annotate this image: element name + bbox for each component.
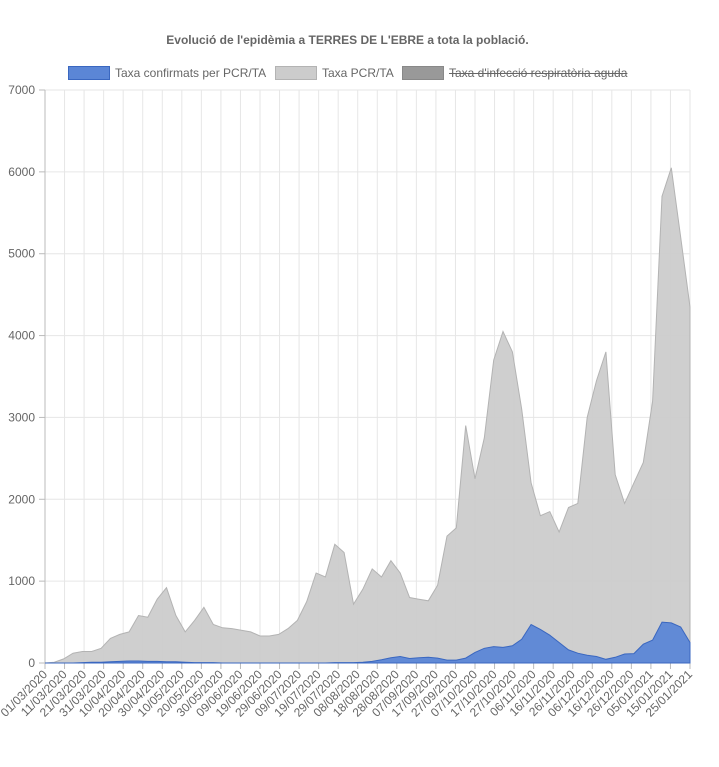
series-area-0 xyxy=(45,621,691,664)
y-tick-label: 2000 xyxy=(8,492,35,506)
legend-swatch-confirmats xyxy=(68,66,110,80)
legend-swatch-pcr-ta xyxy=(275,66,317,80)
y-tick-label: 6000 xyxy=(8,165,35,179)
y-tick-label: 1000 xyxy=(8,574,35,588)
y-tick-label: 0 xyxy=(28,656,35,670)
y-tick-label: 7000 xyxy=(8,83,35,97)
legend-label-confirmats: Taxa confirmats per PCR/TA xyxy=(115,66,267,80)
y-tick-label: 3000 xyxy=(8,410,35,424)
legend: Taxa confirmats per PCR/TA Taxa PCR/TA T… xyxy=(0,66,719,82)
legend-label-infeccio-respiratoria: Taxa d'infecció respiratòria aguda xyxy=(449,66,628,80)
legend-swatch-infeccio-respiratoria xyxy=(402,66,444,80)
series-area-1 xyxy=(44,167,691,664)
legend-label-pcr-ta: Taxa PCR/TA xyxy=(322,66,394,80)
chart-title: Evolució de l'epidèmia a TERRES DE L'EBR… xyxy=(166,33,529,47)
y-tick-label: 5000 xyxy=(8,247,35,261)
y-tick-label: 4000 xyxy=(8,329,35,343)
